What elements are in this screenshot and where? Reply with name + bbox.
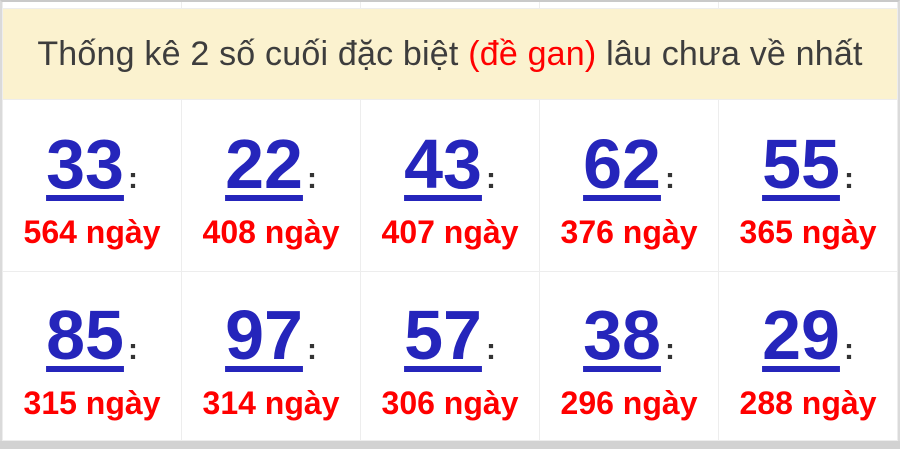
title-suffix: lâu chưa về nhất <box>596 34 863 73</box>
colon-separator: : <box>127 332 138 366</box>
colon-separator: : <box>306 332 317 366</box>
number-line: 38: <box>540 300 718 370</box>
colon-separator: : <box>127 162 138 195</box>
number-line: 29: <box>719 300 897 370</box>
days-count-label: 376 ngày <box>560 214 698 250</box>
colon-separator: : <box>843 332 854 366</box>
colon-separator: : <box>485 162 496 195</box>
days-count-label: 296 ngày <box>560 384 698 421</box>
days-count-label: 314 ngày <box>202 384 340 421</box>
gan-number-link[interactable]: 43 <box>404 125 482 203</box>
gan-table: Thống kê 2 số cuối đặc biệt (đề gan) lâu… <box>2 2 898 441</box>
gan-cell: 29: 288 ngày <box>718 271 898 441</box>
number-line: 85: <box>3 300 181 370</box>
colon-separator: : <box>664 162 675 195</box>
gan-cell: 43: 407 ngày <box>360 99 540 272</box>
colon-separator: : <box>306 162 317 195</box>
gan-row-1: 33: 564 ngày 22: 408 ngày 43: 407 ngày 6… <box>2 99 898 272</box>
gan-cell: 85: 315 ngày <box>2 271 182 441</box>
gan-number-link[interactable]: 38 <box>583 295 661 374</box>
title-highlight: (đề gan) <box>468 34 597 73</box>
days-count-label: 408 ngày <box>202 214 340 250</box>
colon-separator: : <box>485 332 496 366</box>
gan-number-link[interactable]: 55 <box>762 125 840 203</box>
gan-number-link[interactable]: 57 <box>404 295 482 374</box>
number-line: 33: <box>3 129 181 199</box>
days-count-label: 315 ngày <box>23 384 161 421</box>
number-line: 62: <box>540 129 718 199</box>
gan-number-link[interactable]: 97 <box>225 295 303 374</box>
number-line: 22: <box>182 129 360 199</box>
number-line: 97: <box>182 300 360 370</box>
days-count-label: 564 ngày <box>23 214 161 250</box>
gan-number-link[interactable]: 62 <box>583 125 661 203</box>
days-count-label: 288 ngày <box>739 384 877 421</box>
gan-cell: 62: 376 ngày <box>539 99 719 272</box>
gan-cell: 57: 306 ngày <box>360 271 540 441</box>
bottom-border-strip <box>0 441 900 449</box>
days-count-label: 306 ngày <box>381 384 519 421</box>
gan-number-link[interactable]: 22 <box>225 125 303 203</box>
gan-number-link[interactable]: 29 <box>762 295 840 374</box>
days-count-label: 365 ngày <box>739 214 877 250</box>
days-count-label: 407 ngày <box>381 214 519 250</box>
table-title: Thống kê 2 số cuối đặc biệt (đề gan) lâu… <box>2 8 898 100</box>
gan-cell: 38: 296 ngày <box>539 271 719 441</box>
gan-cell: 97: 314 ngày <box>181 271 361 441</box>
top-spacer-row <box>2 2 898 9</box>
colon-separator: : <box>664 332 675 366</box>
title-prefix: Thống kê 2 số cuối đặc biệt <box>37 34 469 73</box>
gan-number-link[interactable]: 33 <box>46 125 124 203</box>
header-row: Thống kê 2 số cuối đặc biệt (đề gan) lâu… <box>2 8 898 100</box>
number-line: 57: <box>361 300 539 370</box>
number-line: 55: <box>719 129 897 199</box>
gan-cell: 22: 408 ngày <box>181 99 361 272</box>
gan-cell: 33: 564 ngày <box>2 99 182 272</box>
gan-cell: 55: 365 ngày <box>718 99 898 272</box>
gan-number-link[interactable]: 85 <box>46 295 124 374</box>
gan-row-2: 85: 315 ngày 97: 314 ngày 57: 306 ngày 3… <box>2 271 898 441</box>
number-line: 43: <box>361 129 539 199</box>
colon-separator: : <box>843 162 854 195</box>
